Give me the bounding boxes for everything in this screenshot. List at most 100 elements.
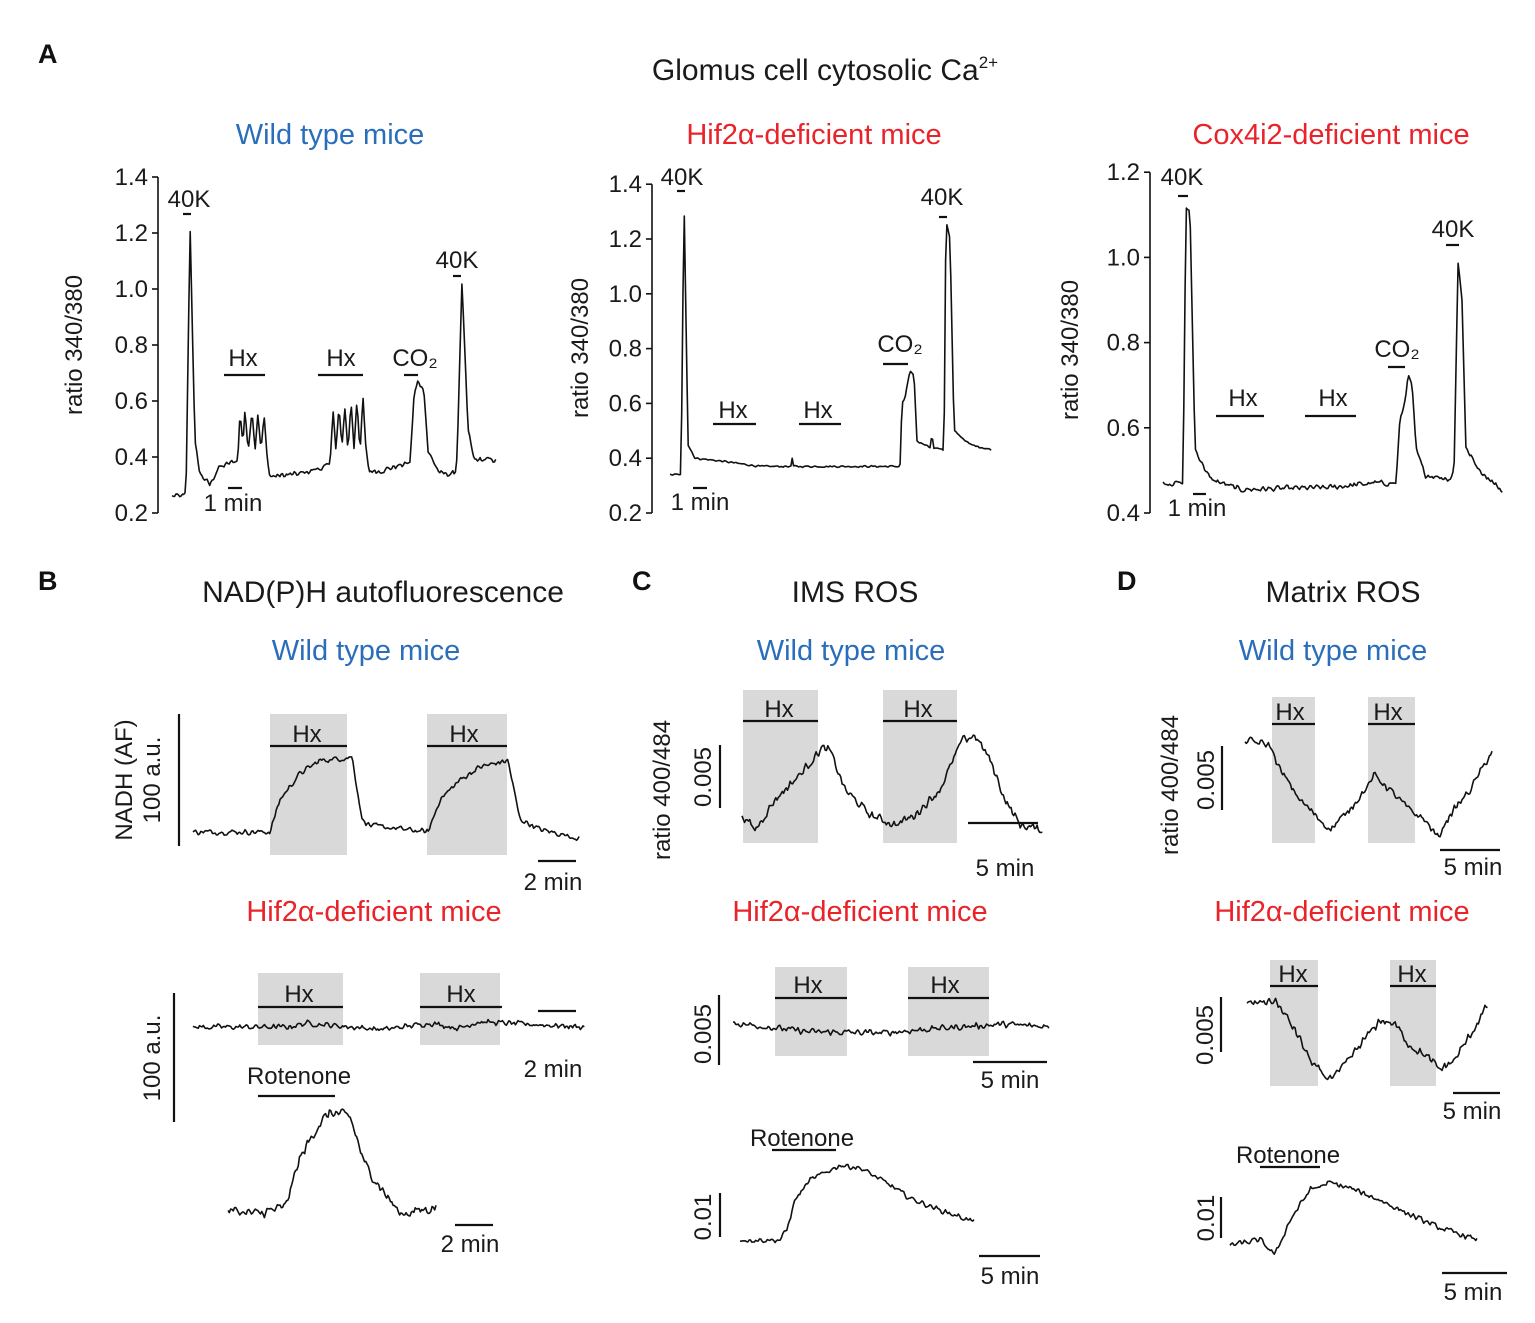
- stim-hx-label: Hx: [793, 972, 822, 999]
- panel-label-c: C: [632, 566, 652, 596]
- stim-40k-label: 40K: [168, 186, 211, 213]
- y-tick-label: 1.4: [115, 164, 148, 191]
- scale-bar-time-label: 5 min: [1444, 1279, 1503, 1306]
- a3-subtitle: Cox4i2-deficient mice: [1192, 119, 1469, 151]
- a1-trace: [171, 230, 497, 498]
- hx-box: [270, 714, 347, 855]
- y-tick-label: 0.2: [115, 500, 148, 527]
- stim-40k-label: 40K: [1432, 216, 1475, 243]
- d1-trace: [1244, 736, 1493, 838]
- stim-hx-label: Hx: [292, 721, 321, 748]
- y-tick-label: 0.2: [609, 500, 642, 527]
- y-tick-label: 1.2: [115, 220, 148, 247]
- stim-hx-label: Hx: [449, 721, 478, 748]
- scale-bar-time-label: 5 min: [981, 1067, 1040, 1094]
- panel-label-d: D: [1117, 566, 1137, 596]
- panel-b-title: NAD(P)H autofluorescence: [202, 576, 564, 609]
- c1-trace: [741, 734, 1043, 834]
- stim-rotenone-label: Rotenone: [247, 1063, 351, 1090]
- y-tick-label: 1.0: [1107, 244, 1140, 271]
- d3-scale-value: 0.01: [1193, 1195, 1220, 1242]
- b3-trace: [227, 1108, 437, 1219]
- c1-subtitle: Wild type mice: [757, 635, 946, 667]
- a1-subtitle: Wild type mice: [236, 119, 425, 151]
- stim-40k-label: 40K: [921, 184, 964, 211]
- y-tick-label: 0.8: [609, 336, 642, 363]
- hx-box: [1368, 697, 1415, 843]
- stim-co2-label: CO₂: [1374, 336, 1419, 363]
- c2-scale-value: 0.005: [690, 1004, 717, 1064]
- b1-scale-au: 100 a.u.: [139, 737, 166, 824]
- stim-hx-label: Hx: [284, 981, 313, 1008]
- y-tick-label: 0.6: [609, 390, 642, 417]
- d2-subtitle: Hif2α-deficient mice: [1214, 896, 1469, 928]
- y-tick-label: 1.4: [609, 171, 642, 198]
- stim-hx-label: Hx: [228, 345, 257, 372]
- stim-hx-label: Hx: [326, 345, 355, 372]
- y-tick-label: 0.8: [115, 332, 148, 359]
- stim-hx-label: Hx: [903, 696, 932, 723]
- hx-box: [258, 973, 343, 1045]
- scale-bar-time-label: 1 min: [1168, 495, 1227, 522]
- d1-subtitle: Wild type mice: [1239, 635, 1428, 667]
- hx-box: [420, 973, 500, 1045]
- stim-hx-label: Hx: [1397, 961, 1426, 988]
- stim-hx-label: Hx: [803, 397, 832, 424]
- c3-scale-value: 0.01: [690, 1194, 717, 1241]
- c-annotations: Hx Hx 5 min Hx Hx 5 min Rotenone 5 min: [717, 696, 1047, 1290]
- a2-ylabel: ratio 340/380: [567, 278, 594, 418]
- d2-trace: [1246, 997, 1488, 1081]
- scale-bar-time-label: 5 min: [1443, 1098, 1502, 1125]
- d1-ylabel: ratio 400/484: [1157, 715, 1184, 855]
- a2-trace: [669, 215, 992, 476]
- scale-bar-time-label: 1 min: [204, 490, 263, 517]
- c1-ylabel: ratio 400/484: [649, 720, 676, 860]
- a3-ylabel: ratio 340/380: [1057, 280, 1084, 420]
- traces: [171, 207, 1503, 1255]
- hx-box: [1270, 960, 1318, 1086]
- c1-scale-value: 0.005: [690, 747, 717, 807]
- panel-a-title-main: Glomus cell cytosolic Ca: [652, 54, 979, 87]
- scale-bar-time-label: 5 min: [1444, 854, 1503, 881]
- a1-ylabel: ratio 340/380: [61, 275, 88, 415]
- b2-subtitle: Hif2α-deficient mice: [246, 896, 501, 928]
- stim-hx-label: Hx: [1228, 385, 1257, 412]
- c3-trace: [739, 1163, 975, 1244]
- hx-box: [427, 714, 507, 855]
- stim-hx-label: Hx: [1318, 385, 1347, 412]
- stim-40k-label: 40K: [1161, 164, 1204, 191]
- y-tick-label: 0.4: [115, 444, 148, 471]
- scale-bar-time-label: 5 min: [976, 855, 1035, 882]
- y-tick-label: 0.8: [1107, 330, 1140, 357]
- hx-box: [775, 967, 847, 1056]
- b1-subtitle: Wild type mice: [272, 635, 461, 667]
- d2-scale-value: 0.005: [1192, 1005, 1219, 1065]
- y-tick-label: 0.6: [1107, 415, 1140, 442]
- b1-ylabel: NADH (AF): [111, 719, 138, 840]
- stim-40k-label: 40K: [436, 247, 479, 274]
- a3-annotations: 40K Hx Hx CO₂ 40K 1 min: [1161, 164, 1475, 522]
- hx-box: [908, 967, 989, 1056]
- panel-a-title-sup: 2+: [979, 53, 998, 72]
- b2-trace: [192, 1018, 585, 1032]
- b-annotations: Hx Hx 2 min Hx Hx 2 min Rotenone 2 min: [172, 714, 583, 1258]
- y-tick-label: 0.4: [1107, 500, 1140, 527]
- stim-hx-label: Hx: [718, 397, 747, 424]
- stim-hx-label: Hx: [764, 696, 793, 723]
- stim-hx-label: Hx: [1278, 961, 1307, 988]
- axes: 0.2 0.4 0.6 0.8 1.0 1.2 1.4 0.2 0.4 0.6 0.8 1.0 1.2 1…: [115, 159, 1151, 527]
- panel-a-title: Glomus cell cytosolic Ca2+: [652, 53, 998, 87]
- scale-bar-time-label: 2 min: [524, 1056, 583, 1083]
- a1-annotations: 40K Hx Hx CO₂ 40K 1 min: [168, 186, 479, 517]
- stim-40k-label: 40K: [661, 164, 704, 191]
- scale-bar-time-label: 2 min: [524, 869, 583, 896]
- panel-label-b: B: [38, 566, 58, 596]
- hx-box: [1390, 960, 1436, 1086]
- d-annotations: Hx Hx 5 min Hx Hx 5 min Rotenone 5 min: [1219, 699, 1507, 1306]
- a3-trace: [1162, 207, 1503, 493]
- hx-box: [883, 690, 957, 843]
- stim-co2-label: CO₂: [392, 345, 437, 372]
- y-tick-label: 1.2: [1107, 159, 1140, 186]
- a2-subtitle: Hif2α-deficient mice: [686, 119, 941, 151]
